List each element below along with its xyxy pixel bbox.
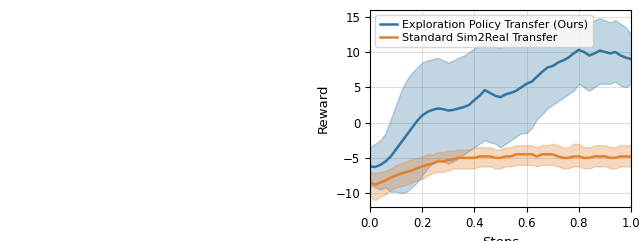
Legend: Exploration Policy Transfer (Ours), Standard Sim2Real Transfer: Exploration Policy Transfer (Ours), Stan… [376, 15, 593, 47]
Standard Sim2Real Transfer [512, 153, 520, 156]
Standard Sim2Real Transfer [627, 155, 635, 158]
Exploration Policy Transfer (Ours) [371, 166, 379, 168]
Standard Sim2Real Transfer [429, 162, 436, 165]
Exploration Policy Transfer (Ours) [455, 107, 463, 110]
Line: Exploration Policy Transfer (Ours): Exploration Policy Transfer (Ours) [370, 50, 631, 167]
Exploration Policy Transfer (Ours) [622, 56, 630, 59]
Y-axis label: Reward: Reward [317, 84, 330, 133]
X-axis label: Steps: Steps [482, 235, 519, 241]
Standard Sim2Real Transfer [455, 156, 463, 159]
Exploration Policy Transfer (Ours) [450, 108, 458, 111]
Exploration Policy Transfer (Ours) [543, 66, 551, 69]
Line: Standard Sim2Real Transfer: Standard Sim2Real Transfer [370, 154, 631, 185]
Standard Sim2Real Transfer [564, 156, 572, 159]
Exploration Policy Transfer (Ours) [575, 48, 582, 51]
Standard Sim2Real Transfer [549, 153, 557, 156]
Standard Sim2Real Transfer [366, 181, 374, 184]
Exploration Policy Transfer (Ours) [559, 59, 567, 62]
Exploration Policy Transfer (Ours) [366, 165, 374, 168]
Standard Sim2Real Transfer [622, 155, 630, 158]
Exploration Policy Transfer (Ours) [429, 108, 436, 111]
Standard Sim2Real Transfer [450, 158, 458, 161]
Standard Sim2Real Transfer [371, 183, 379, 186]
Exploration Policy Transfer (Ours) [627, 58, 635, 60]
